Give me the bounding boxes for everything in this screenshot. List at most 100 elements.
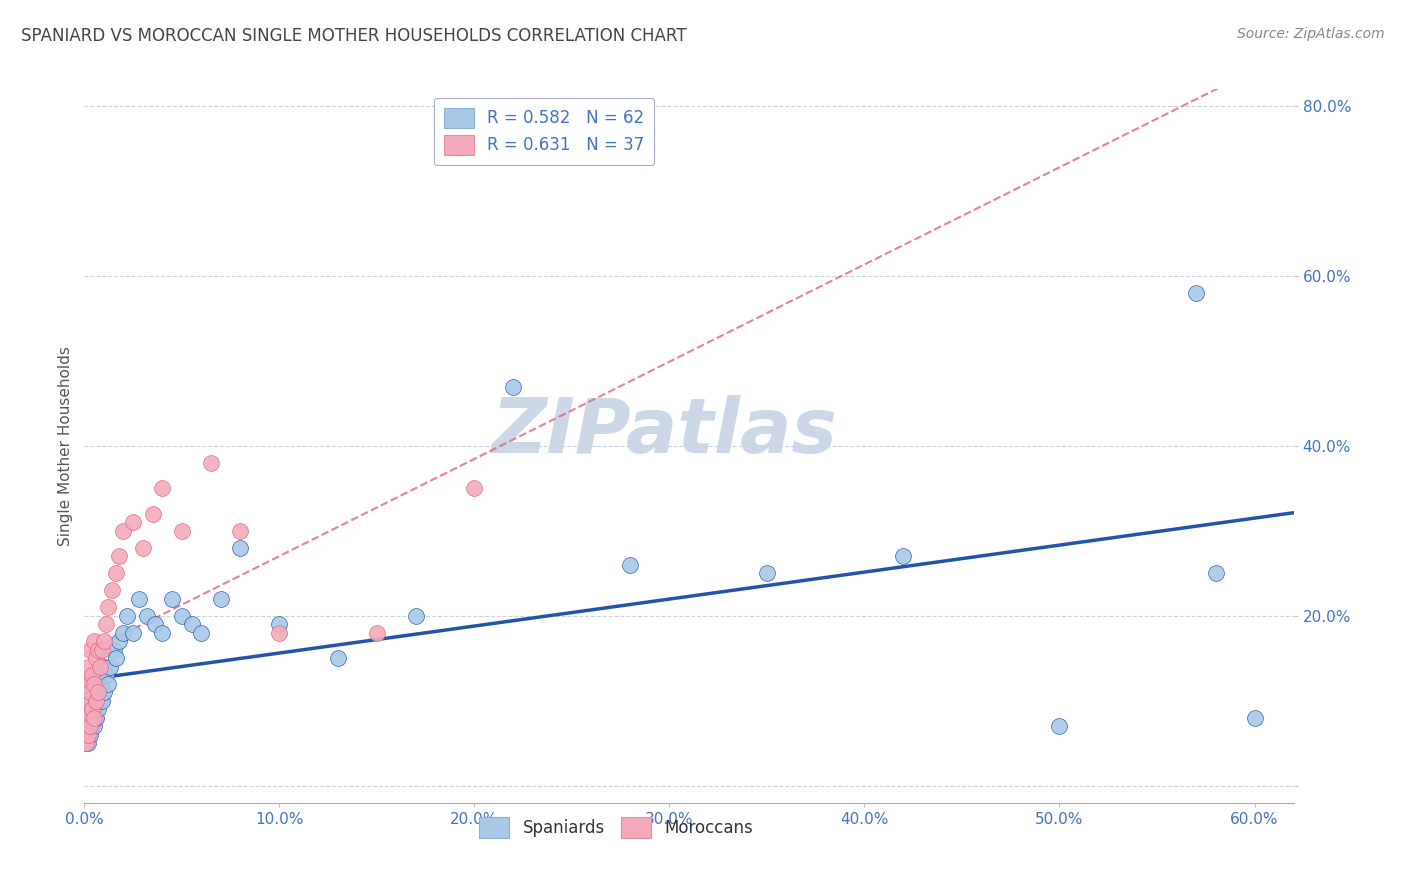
Point bbox=[229, 524, 252, 538]
Point bbox=[75, 728, 97, 742]
Point bbox=[79, 719, 101, 733]
Point bbox=[112, 524, 135, 538]
Point bbox=[104, 651, 127, 665]
Point bbox=[269, 626, 291, 640]
Point bbox=[755, 566, 778, 581]
Point bbox=[77, 694, 100, 708]
Point bbox=[117, 608, 139, 623]
Point bbox=[83, 685, 105, 699]
Point bbox=[94, 668, 117, 682]
Point bbox=[75, 719, 97, 733]
Point bbox=[93, 685, 115, 699]
Point bbox=[84, 677, 107, 691]
Point bbox=[79, 719, 101, 733]
Text: Source: ZipAtlas.com: Source: ZipAtlas.com bbox=[1237, 27, 1385, 41]
Point bbox=[89, 677, 111, 691]
Point bbox=[229, 541, 252, 555]
Point bbox=[90, 643, 112, 657]
Point bbox=[93, 634, 115, 648]
Point bbox=[143, 617, 166, 632]
Point bbox=[100, 583, 122, 598]
Point bbox=[405, 608, 427, 623]
Point bbox=[90, 694, 112, 708]
Point bbox=[209, 591, 232, 606]
Point bbox=[1049, 719, 1071, 733]
Point bbox=[97, 677, 120, 691]
Point bbox=[75, 736, 97, 750]
Point bbox=[77, 660, 100, 674]
Point bbox=[170, 524, 193, 538]
Point bbox=[77, 702, 100, 716]
Point bbox=[77, 711, 100, 725]
Point bbox=[132, 541, 155, 555]
Point bbox=[93, 660, 115, 674]
Point bbox=[79, 685, 101, 699]
Point bbox=[98, 660, 121, 674]
Point bbox=[326, 651, 349, 665]
Point bbox=[128, 591, 150, 606]
Point bbox=[150, 626, 173, 640]
Point bbox=[77, 728, 100, 742]
Point bbox=[108, 634, 131, 648]
Point bbox=[87, 643, 110, 657]
Point bbox=[1185, 286, 1208, 301]
Point bbox=[87, 702, 110, 716]
Point bbox=[122, 626, 145, 640]
Point bbox=[83, 702, 105, 716]
Y-axis label: Single Mother Households: Single Mother Households bbox=[58, 346, 73, 546]
Point bbox=[75, 711, 97, 725]
Point bbox=[84, 694, 107, 708]
Point bbox=[269, 617, 291, 632]
Point bbox=[84, 694, 107, 708]
Point bbox=[366, 626, 388, 640]
Point bbox=[77, 736, 100, 750]
Point bbox=[160, 591, 183, 606]
Point bbox=[82, 677, 104, 691]
Point bbox=[142, 507, 165, 521]
Point bbox=[190, 626, 212, 640]
Point bbox=[170, 608, 193, 623]
Point bbox=[180, 617, 202, 632]
Point bbox=[77, 728, 100, 742]
Point bbox=[108, 549, 131, 564]
Point bbox=[83, 634, 105, 648]
Point bbox=[122, 516, 145, 530]
Point bbox=[84, 711, 107, 725]
Point bbox=[150, 482, 173, 496]
Point bbox=[89, 660, 111, 674]
Text: SPANIARD VS MOROCCAN SINGLE MOTHER HOUSEHOLDS CORRELATION CHART: SPANIARD VS MOROCCAN SINGLE MOTHER HOUSE… bbox=[21, 27, 686, 45]
Point bbox=[135, 608, 157, 623]
Point bbox=[82, 694, 104, 708]
Point bbox=[79, 643, 101, 657]
Point bbox=[103, 643, 125, 657]
Point bbox=[87, 685, 110, 699]
Point bbox=[77, 694, 100, 708]
Point bbox=[82, 668, 104, 682]
Point bbox=[83, 677, 105, 691]
Point bbox=[82, 719, 104, 733]
Legend: Spaniards, Moroccans: Spaniards, Moroccans bbox=[472, 811, 761, 845]
Point bbox=[75, 677, 97, 691]
Point bbox=[75, 711, 97, 725]
Point bbox=[79, 685, 101, 699]
Point bbox=[89, 694, 111, 708]
Point bbox=[87, 685, 110, 699]
Point bbox=[83, 711, 105, 725]
Point bbox=[83, 719, 105, 733]
Point bbox=[1205, 566, 1227, 581]
Point bbox=[97, 600, 120, 615]
Point bbox=[893, 549, 915, 564]
Point bbox=[90, 668, 112, 682]
Text: ZIPatlas: ZIPatlas bbox=[492, 395, 838, 468]
Point bbox=[200, 456, 222, 470]
Point bbox=[1243, 711, 1265, 725]
Point bbox=[82, 702, 104, 716]
Point bbox=[83, 668, 105, 682]
Point bbox=[75, 736, 97, 750]
Point bbox=[79, 702, 101, 716]
Point bbox=[463, 482, 485, 496]
Point bbox=[82, 711, 104, 725]
Point bbox=[84, 651, 107, 665]
Point bbox=[502, 379, 524, 393]
Point bbox=[94, 617, 117, 632]
